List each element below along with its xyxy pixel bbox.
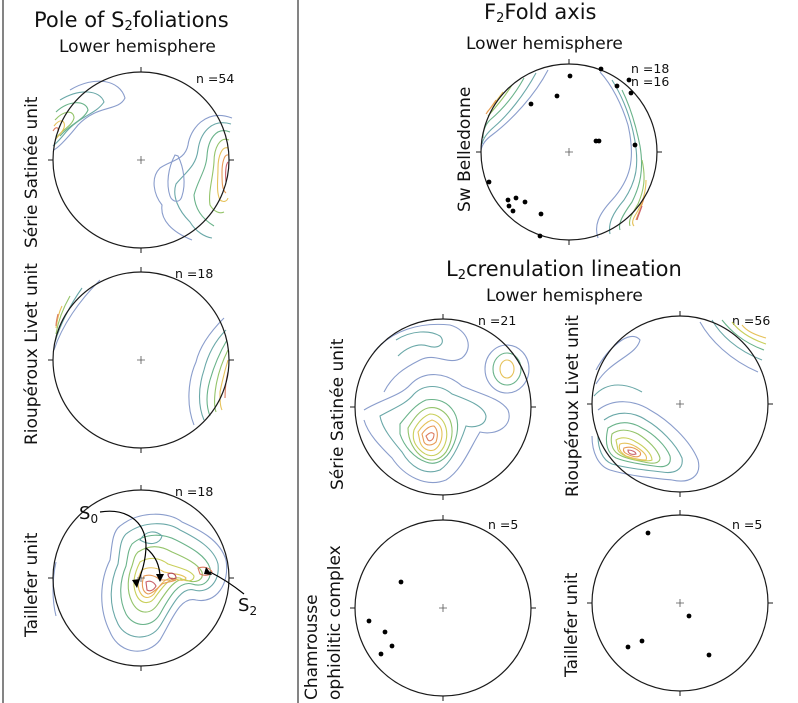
point	[628, 90, 634, 96]
crenulation-title: L2crenulation lineation	[446, 257, 682, 283]
left-panel-title: Pole of S2foliations	[34, 8, 229, 34]
n-count-label: n =18	[175, 484, 213, 499]
point	[398, 579, 404, 585]
center-cross	[565, 148, 573, 156]
n-count-label: n =5	[488, 517, 518, 532]
fold-axis-title: F2Fold axis	[484, 0, 596, 26]
unit-label-line1: Chamrousse	[302, 594, 322, 700]
point	[382, 629, 388, 635]
n-count-label: n =18	[175, 266, 213, 281]
density-contours	[591, 319, 767, 482]
point	[505, 197, 511, 203]
point	[686, 613, 692, 619]
point	[537, 233, 543, 239]
s0-arrow-2-head	[156, 574, 164, 582]
point	[639, 638, 645, 644]
point	[506, 203, 512, 209]
point	[632, 142, 638, 148]
n-count-label: n =5	[732, 517, 762, 532]
center-cross	[137, 156, 145, 164]
point	[486, 179, 492, 185]
point	[567, 73, 573, 79]
s2-arrow	[209, 571, 245, 595]
point	[626, 77, 632, 83]
point	[528, 101, 534, 107]
density-contours	[52, 513, 228, 652]
stereonet-l2-chamrousse: Chamrousse ophiolitic complex n =5	[302, 515, 536, 701]
s2-label: S2	[238, 595, 257, 618]
s0-arrow-1-head	[132, 579, 140, 588]
s0-arrow-1	[99, 510, 147, 586]
n-count-label-2: n =16	[631, 74, 669, 89]
point	[596, 138, 602, 144]
point	[389, 643, 395, 649]
unit-label: Série Satinée unit	[328, 338, 348, 490]
center-cross	[676, 400, 684, 408]
s2-arrow-head	[204, 567, 212, 575]
stereonet-s2-taillefer: Taillefer unit n =18 S0	[22, 484, 257, 671]
point	[706, 652, 712, 658]
s0-label: S0	[79, 503, 98, 526]
point	[598, 66, 604, 72]
n-count-label: n =54	[196, 71, 234, 86]
data-points	[366, 579, 404, 657]
unit-label: Taillefer unit	[22, 532, 42, 638]
data-points	[486, 66, 638, 239]
point	[625, 644, 631, 650]
density-contours	[53, 279, 229, 426]
point	[366, 618, 372, 624]
unit-label: Taillefer unit	[562, 572, 582, 678]
point	[513, 195, 519, 201]
point	[554, 93, 560, 99]
center-cross	[676, 599, 684, 607]
stereonet-s2-serie-satinee: Série Satinée unit n =54	[22, 67, 234, 253]
point	[614, 83, 620, 89]
unit-label: Sw Belledonne	[455, 87, 475, 212]
stereonet-f2-belledonne: Sw Belledonne n =18 n =16	[455, 59, 669, 245]
stereonet-s2-riouperoux: Rioupéroux Livet unit n =18	[22, 263, 234, 453]
fold-axis-subtitle: Lower hemisphere	[466, 34, 623, 54]
center-cross	[137, 356, 145, 364]
crenulation-subtitle: Lower hemisphere	[486, 286, 643, 306]
stereonet-l2-taillefer: Taillefer unit n =5	[562, 510, 773, 696]
point	[510, 208, 516, 214]
stereonet-l2-riouperoux: Rioupéroux Livet unit n =56	[563, 311, 773, 497]
density-contours	[52, 80, 233, 241]
center-cross	[439, 604, 447, 612]
n-count-label: n =21	[478, 313, 516, 328]
data-points	[625, 530, 712, 658]
density-contours	[363, 323, 530, 484]
unit-label: Rioupéroux Livet unit	[563, 315, 583, 497]
point	[522, 199, 528, 205]
left-panel-subtitle: Lower hemisphere	[59, 37, 216, 57]
point	[378, 651, 384, 657]
point	[538, 211, 544, 217]
n-count-label: n =56	[732, 313, 770, 328]
unit-label: Rioupéroux Livet unit	[22, 263, 42, 445]
n-count-label-1: n =18	[631, 61, 669, 76]
stereonet-l2-serie-satinee: Série Satinée unit n =21	[328, 313, 536, 500]
unit-label-line2: ophiolitic complex	[325, 545, 345, 700]
unit-label: Série Satinée unit	[22, 96, 42, 248]
point	[645, 530, 651, 536]
s0-arrow-2	[145, 547, 161, 579]
